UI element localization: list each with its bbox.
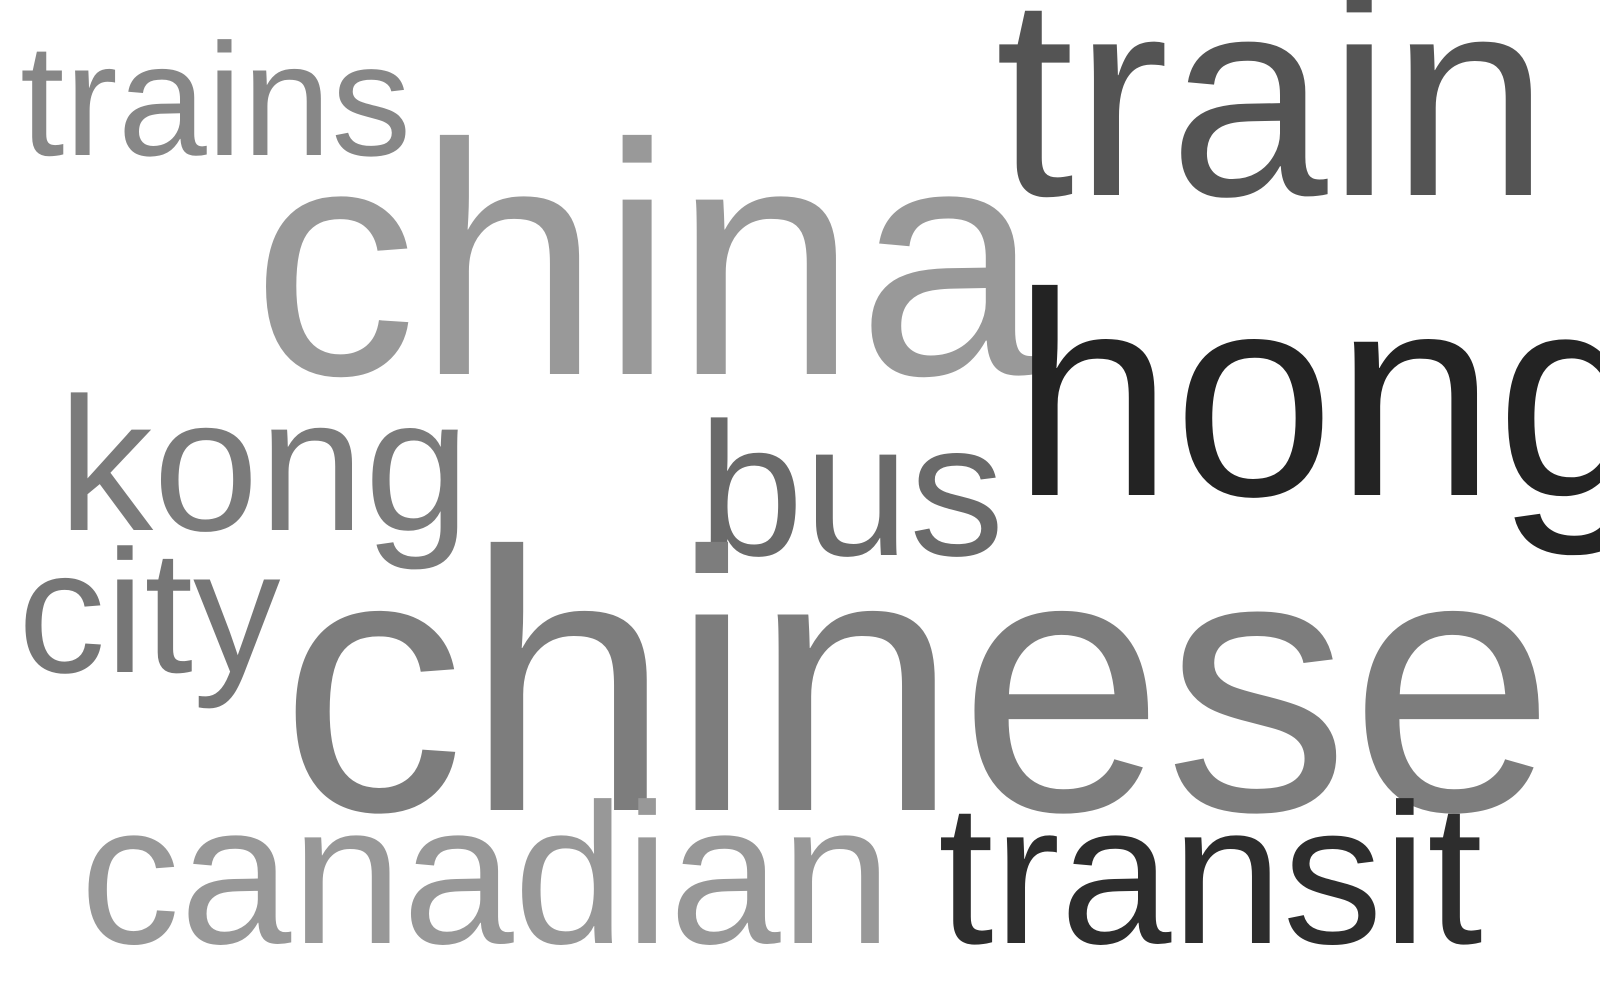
word-bus: bus bbox=[698, 384, 1005, 596]
word-hong: hong bbox=[1012, 233, 1600, 557]
word-train: train bbox=[995, 0, 1550, 256]
word-china: china bbox=[252, 75, 1041, 444]
word-transit: transit bbox=[938, 763, 1483, 986]
word-kong: kong bbox=[58, 359, 471, 571]
word-trains: trains bbox=[20, 10, 412, 189]
word-city: city bbox=[18, 515, 281, 710]
word-canadian: canadian bbox=[80, 763, 892, 986]
word-chinese: chinese bbox=[280, 476, 1556, 889]
